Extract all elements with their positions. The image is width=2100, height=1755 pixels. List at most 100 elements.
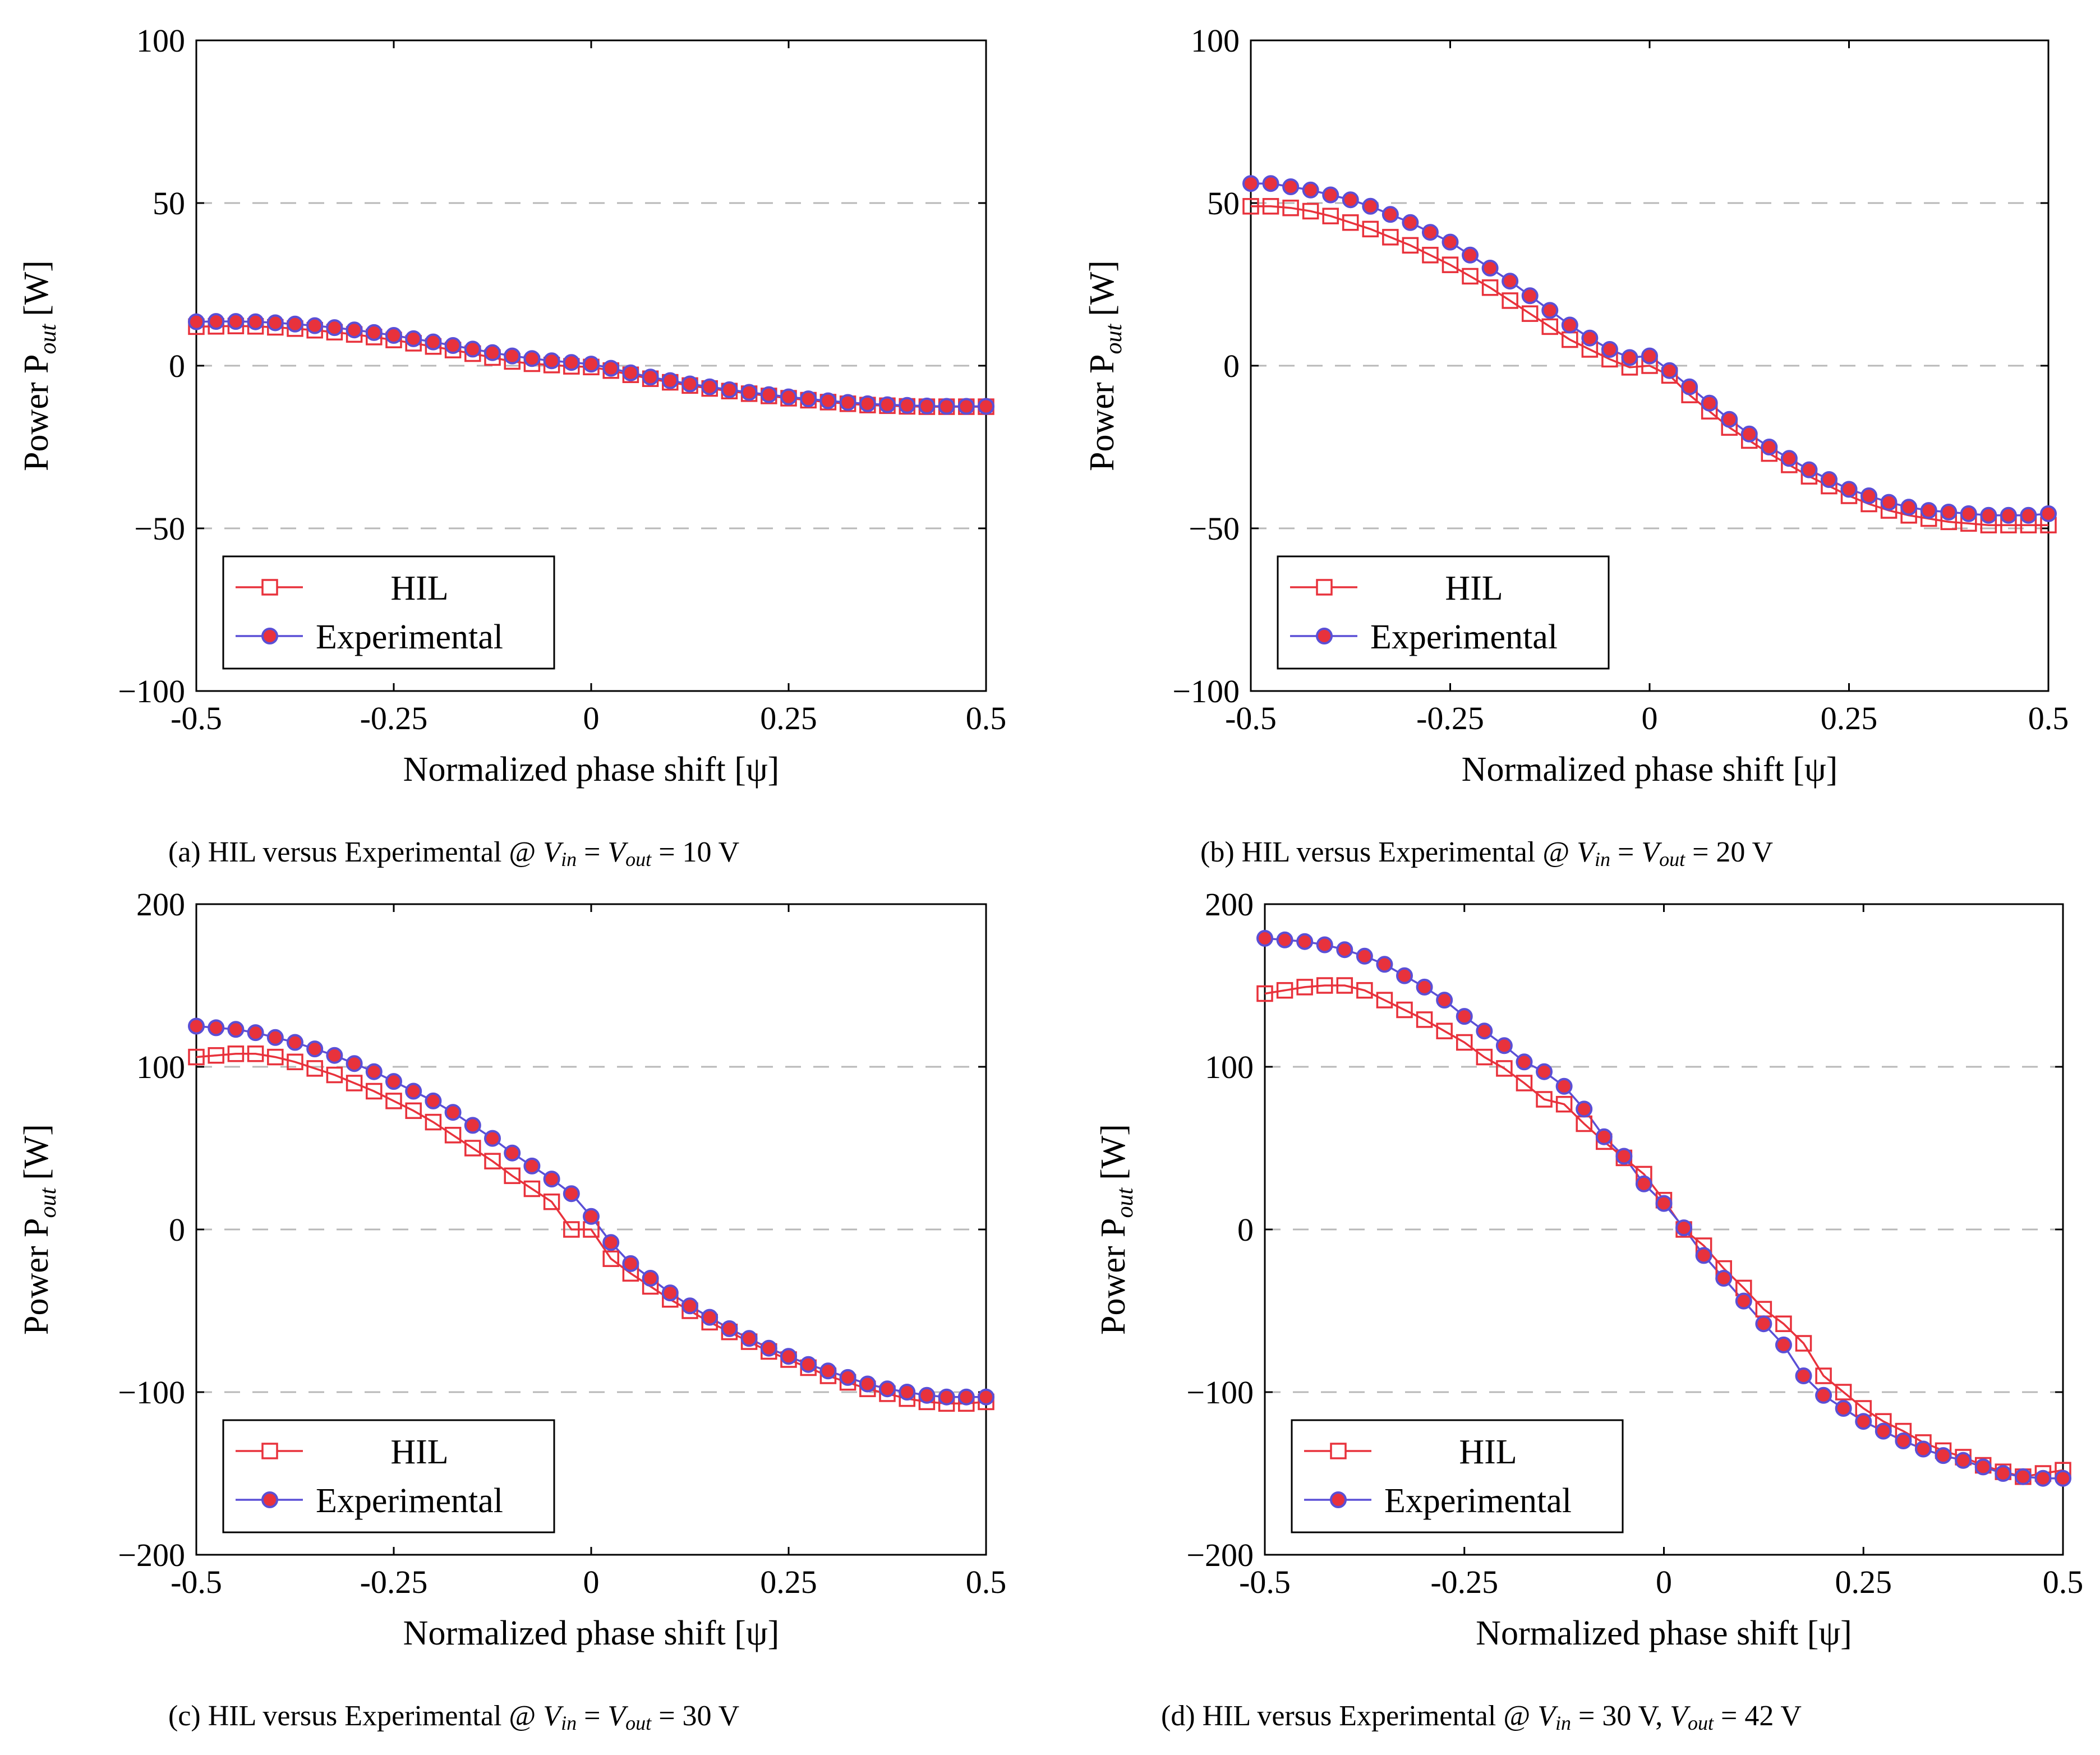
experimental-point	[1755, 1315, 1772, 1333]
x-axis-label: Normalized phase shift [ψ]	[403, 1614, 780, 1652]
experimental-point	[1376, 956, 1393, 973]
experimental-point	[2040, 505, 2057, 522]
experimental-point	[681, 375, 698, 393]
experimental-point	[819, 1362, 837, 1380]
experimental-point	[583, 1208, 600, 1225]
experimental-point	[1336, 941, 1353, 959]
legend-exp-marker	[261, 628, 278, 644]
legend-box	[222, 1419, 555, 1533]
x-tick-label: -0.25	[360, 1564, 428, 1600]
experimental-point	[681, 1297, 698, 1315]
y-axis-label-unit: [W]	[1094, 1124, 1132, 1180]
hil-point	[543, 1193, 560, 1210]
caption-d-vout: V	[1670, 1700, 1688, 1732]
experimental-point	[1342, 191, 1359, 209]
experimental-point	[1740, 425, 1758, 443]
chart-panel-a: −100 −50 0 50 100 -0.5 -0.25 0 0.25 0.5 Normalized…	[17, 22, 1006, 789]
legend-hil-marker	[1316, 579, 1333, 596]
y-tick-label: 100	[136, 22, 185, 59]
experimental-point	[1256, 929, 1273, 947]
x-tick-label: 0	[583, 1564, 600, 1600]
hil-point	[1296, 979, 1313, 996]
experimental-point	[899, 1384, 916, 1401]
experimental-point	[464, 1117, 481, 1134]
x-axis-label: Normalized phase shift [ψ]	[1462, 750, 1838, 789]
y-axis-label-sub: out	[35, 324, 61, 354]
experimental-point	[1780, 450, 1798, 467]
caption-a-vout: V	[607, 836, 626, 868]
caption-d-vin-sub: in	[1555, 1712, 1571, 1734]
experimental-point	[1541, 302, 1559, 319]
experimental-point	[1402, 214, 1419, 231]
hil-point	[405, 1102, 422, 1120]
experimental-point	[1362, 197, 1379, 215]
hil-point	[1775, 1315, 1792, 1332]
y-axis-label: Power Pout [W]	[1094, 1124, 1138, 1335]
caption-c: (c) HIL versus Experimental @ Vin = Vout…	[168, 1699, 739, 1740]
experimental-point	[918, 1387, 936, 1404]
experimental-point	[1795, 1367, 1812, 1384]
hil-point	[1276, 982, 1293, 999]
x-tick-label: 0	[583, 700, 600, 736]
hil-point	[1376, 992, 1393, 1008]
experimental-point	[839, 1369, 856, 1386]
experimental-point	[1955, 1452, 1972, 1469]
legend-hil-label: HIL	[1459, 1433, 1517, 1471]
experimental-point	[2020, 506, 2037, 524]
experimental-point	[523, 350, 541, 367]
experimental-point	[1761, 439, 1778, 455]
experimental-point	[1462, 246, 1479, 264]
hil-point	[1342, 214, 1359, 231]
experimental-point	[1880, 494, 1898, 511]
y-tick-label: 0	[169, 348, 185, 384]
experimental-point	[740, 1330, 758, 1347]
experimental-point	[1775, 1336, 1792, 1353]
y-tick-label: −50	[134, 510, 185, 547]
hil-point	[1476, 1048, 1493, 1066]
experimental-point	[642, 368, 659, 386]
chart-panel-c: −200 −100 0 100 200 -0.5 -0.25 0 0.25 0.5 Normaliz…	[17, 886, 1006, 1652]
experimental-point	[1322, 186, 1339, 204]
experimental-point	[721, 381, 738, 398]
chart-panel-d: −200 −100 0 100 200 -0.5 -0.25 0 0.25 0.5 Normaliz…	[1094, 886, 2083, 1652]
x-tick-label: 0	[1656, 1564, 1672, 1600]
experimental-point	[760, 1339, 777, 1357]
hil-point	[1282, 199, 1299, 217]
hil-point	[1362, 220, 1379, 238]
experimental-point	[1855, 1413, 1872, 1430]
x-tick-label: 0.25	[1821, 700, 1878, 736]
hil-point	[1502, 292, 1518, 309]
caption-b-text: HIL versus Experimental @	[1241, 836, 1570, 868]
experimental-point	[1695, 1247, 1712, 1264]
legend-hil-marker	[261, 579, 278, 596]
experimental-point	[780, 1348, 797, 1365]
hil-point	[1456, 1034, 1473, 1051]
x-axis-label: Normalized phase shift [ψ]	[1476, 1614, 1852, 1652]
experimental-point	[1940, 504, 1958, 520]
experimental-point	[1735, 1292, 1752, 1310]
experimental-point	[1421, 224, 1439, 241]
hil-point	[366, 1083, 383, 1100]
experimental-point	[1536, 1063, 1553, 1080]
experimental-point	[879, 1380, 896, 1398]
experimental-point	[622, 364, 639, 381]
experimental-point	[978, 398, 994, 415]
x-tick-label: 0.25	[760, 700, 817, 736]
x-tick-label: -0.25	[360, 700, 428, 736]
y-tick-label: −200	[118, 1537, 185, 1573]
experimental-point	[1980, 506, 1997, 524]
experimental-point	[484, 344, 501, 361]
y-axis-label-sub: out	[1101, 324, 1127, 354]
caption-c-eq2: = 30 V	[658, 1700, 740, 1732]
y-tick-label: −50	[1189, 510, 1240, 547]
experimental-point	[1456, 1008, 1473, 1025]
experimental-point	[543, 352, 560, 370]
legend-box	[1291, 1419, 1624, 1533]
caption-d: (d) HIL versus Experimental @ Vin = 30 V…	[1161, 1699, 1802, 1740]
legend-exp-marker	[1316, 628, 1333, 644]
experimental-point	[1615, 1148, 1633, 1165]
y-axis-label-text: Power P	[1094, 1218, 1132, 1335]
y-tick-label: 200	[1205, 886, 1254, 923]
experimental-point	[444, 1104, 462, 1121]
x-tick-label: 0.5	[966, 700, 1007, 736]
